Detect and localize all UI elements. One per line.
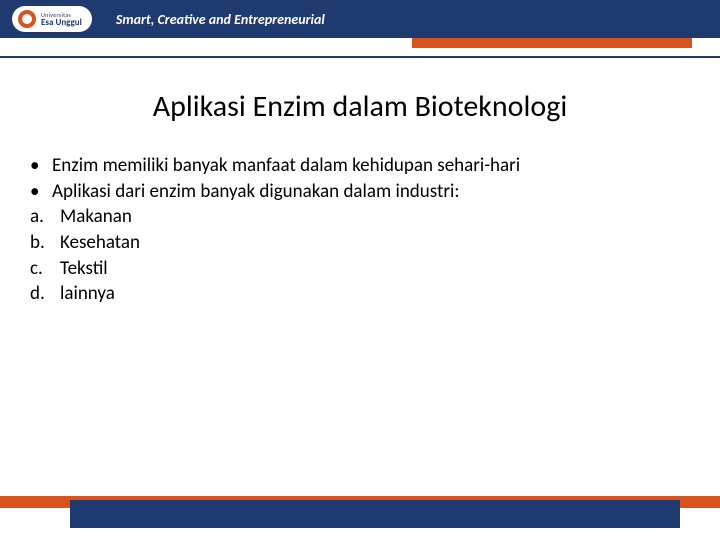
bullet-text: Aplikasi dari enzim banyak digunakan dal… <box>52 179 459 205</box>
lettered-item: b. Kesehatan <box>30 230 720 256</box>
bullet-mark: • <box>30 153 52 179</box>
lettered-item: a. Makanan <box>30 204 720 230</box>
bullet-mark: • <box>30 179 52 205</box>
lettered-text: Tekstil <box>60 256 108 282</box>
lettered-text: Kesehatan <box>60 230 140 256</box>
lettered-text: Makanan <box>60 204 132 230</box>
bullet-item: • Enzim memiliki banyak manfaat dalam ke… <box>30 153 720 179</box>
footer-blue-bar <box>70 500 680 528</box>
header-bar: Universitas Esa Unggul Smart, Creative a… <box>0 0 720 38</box>
lettered-item: c. Tekstil <box>30 256 720 282</box>
bullet-item: • Aplikasi dari enzim banyak digunakan d… <box>30 179 720 205</box>
logo-text: Universitas Esa Unggul <box>41 12 82 27</box>
content-area: • Enzim memiliki banyak manfaat dalam ke… <box>30 153 720 307</box>
logo: Universitas Esa Unggul <box>12 6 92 32</box>
footer <box>0 496 720 540</box>
logo-icon <box>18 10 36 28</box>
letter-mark: b. <box>30 230 60 256</box>
divider-line <box>0 56 720 58</box>
lettered-item: d. lainnya <box>30 281 720 307</box>
bullet-text: Enzim memiliki banyak manfaat dalam kehi… <box>52 153 520 179</box>
letter-mark: c. <box>30 256 60 282</box>
slide-title: Aplikasi Enzim dalam Bioteknologi <box>0 88 720 125</box>
logo-line2: Esa Unggul <box>41 18 82 27</box>
accent-bar-top <box>412 38 692 48</box>
lettered-text: lainnya <box>60 281 115 307</box>
letter-mark: a. <box>30 204 60 230</box>
letter-mark: d. <box>30 281 60 307</box>
tagline: Smart, Creative and Entrepreneurial <box>116 11 325 28</box>
